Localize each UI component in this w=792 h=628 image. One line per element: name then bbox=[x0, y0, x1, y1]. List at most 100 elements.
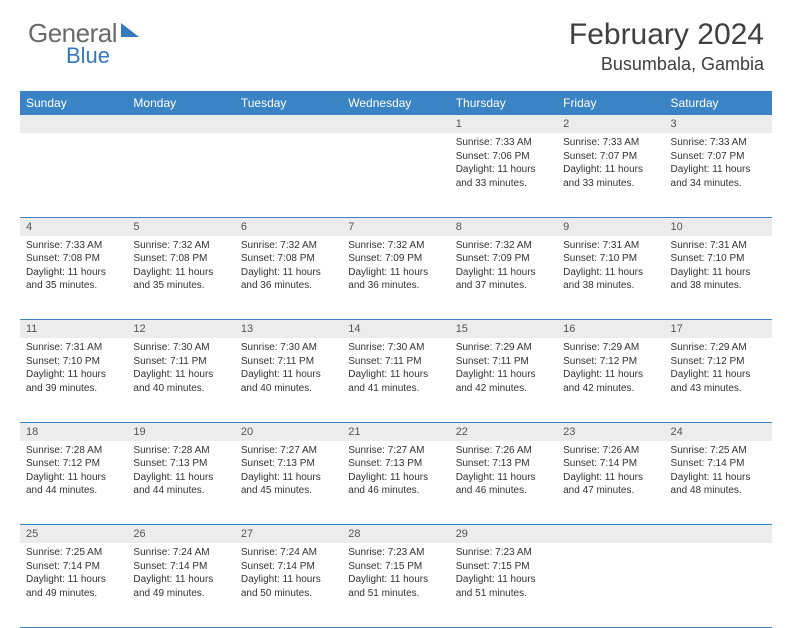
day-number bbox=[20, 115, 127, 133]
day-cell-body: Sunrise: 7:30 AMSunset: 7:11 PMDaylight:… bbox=[235, 338, 342, 398]
sunset-text: Sunset: 7:11 PM bbox=[133, 355, 228, 369]
day-cell bbox=[557, 543, 664, 627]
day-number: 6 bbox=[235, 217, 342, 236]
sunrise-text: Sunrise: 7:29 AM bbox=[671, 341, 766, 355]
day-cell-body: Sunrise: 7:29 AMSunset: 7:11 PMDaylight:… bbox=[450, 338, 557, 398]
day-number: 25 bbox=[20, 525, 127, 544]
day-cell: Sunrise: 7:23 AMSunset: 7:15 PMDaylight:… bbox=[342, 543, 449, 627]
daynum-row: 45678910 bbox=[20, 217, 772, 236]
day-cell-body: Sunrise: 7:28 AMSunset: 7:12 PMDaylight:… bbox=[20, 441, 127, 501]
day-cell-body: Sunrise: 7:32 AMSunset: 7:09 PMDaylight:… bbox=[342, 236, 449, 296]
day-number: 20 bbox=[235, 422, 342, 441]
daylight-text-1: Daylight: 11 hours bbox=[26, 368, 121, 382]
day-cell-body: Sunrise: 7:32 AMSunset: 7:08 PMDaylight:… bbox=[127, 236, 234, 296]
month-title: February 2024 bbox=[569, 18, 764, 52]
daylight-text-2: and 51 minutes. bbox=[456, 587, 551, 601]
day-cell: Sunrise: 7:33 AMSunset: 7:08 PMDaylight:… bbox=[20, 236, 127, 320]
sunset-text: Sunset: 7:08 PM bbox=[26, 252, 121, 266]
daynum-row: 2526272829 bbox=[20, 525, 772, 544]
daynum-row: 11121314151617 bbox=[20, 320, 772, 339]
day-number: 2 bbox=[557, 115, 664, 133]
sunrise-text: Sunrise: 7:33 AM bbox=[671, 136, 766, 150]
sunset-text: Sunset: 7:10 PM bbox=[26, 355, 121, 369]
sunset-text: Sunset: 7:13 PM bbox=[348, 457, 443, 471]
daylight-text-2: and 39 minutes. bbox=[26, 382, 121, 396]
daylight-text-1: Daylight: 11 hours bbox=[348, 266, 443, 280]
sunrise-text: Sunrise: 7:23 AM bbox=[456, 546, 551, 560]
daylight-text-1: Daylight: 11 hours bbox=[26, 266, 121, 280]
sunrise-text: Sunrise: 7:31 AM bbox=[26, 341, 121, 355]
day-cell-body: Sunrise: 7:33 AMSunset: 7:08 PMDaylight:… bbox=[20, 236, 127, 296]
day-cell: Sunrise: 7:25 AMSunset: 7:14 PMDaylight:… bbox=[20, 543, 127, 627]
daylight-text-1: Daylight: 11 hours bbox=[671, 471, 766, 485]
day-cell-body: Sunrise: 7:29 AMSunset: 7:12 PMDaylight:… bbox=[665, 338, 772, 398]
day-cell: Sunrise: 7:25 AMSunset: 7:14 PMDaylight:… bbox=[665, 441, 772, 525]
triangle-icon bbox=[121, 23, 139, 37]
day-cell bbox=[127, 133, 234, 217]
sunrise-text: Sunrise: 7:26 AM bbox=[456, 444, 551, 458]
sunrise-text: Sunrise: 7:30 AM bbox=[348, 341, 443, 355]
day-number: 5 bbox=[127, 217, 234, 236]
sunset-text: Sunset: 7:14 PM bbox=[671, 457, 766, 471]
day-cell: Sunrise: 7:29 AMSunset: 7:12 PMDaylight:… bbox=[665, 338, 772, 422]
logo-block: General Blue bbox=[28, 18, 139, 69]
day-header: Monday bbox=[127, 91, 234, 115]
daylight-text-1: Daylight: 11 hours bbox=[456, 163, 551, 177]
daylight-text-1: Daylight: 11 hours bbox=[348, 368, 443, 382]
day-number: 27 bbox=[235, 525, 342, 544]
sunset-text: Sunset: 7:08 PM bbox=[133, 252, 228, 266]
daylight-text-2: and 40 minutes. bbox=[133, 382, 228, 396]
day-number: 23 bbox=[557, 422, 664, 441]
day-cell-body: Sunrise: 7:29 AMSunset: 7:12 PMDaylight:… bbox=[557, 338, 664, 398]
daylight-text-1: Daylight: 11 hours bbox=[456, 368, 551, 382]
day-cell-body: Sunrise: 7:25 AMSunset: 7:14 PMDaylight:… bbox=[20, 543, 127, 603]
sunrise-text: Sunrise: 7:27 AM bbox=[348, 444, 443, 458]
title-block: February 2024 Busumbala, Gambia bbox=[569, 18, 764, 75]
daylight-text-2: and 49 minutes. bbox=[26, 587, 121, 601]
daylight-text-2: and 36 minutes. bbox=[241, 279, 336, 293]
day-number: 28 bbox=[342, 525, 449, 544]
day-cell-body: Sunrise: 7:33 AMSunset: 7:07 PMDaylight:… bbox=[557, 133, 664, 193]
day-cell: Sunrise: 7:23 AMSunset: 7:15 PMDaylight:… bbox=[450, 543, 557, 627]
daylight-text-1: Daylight: 11 hours bbox=[671, 266, 766, 280]
daylight-text-1: Daylight: 11 hours bbox=[241, 573, 336, 587]
day-cell: Sunrise: 7:24 AMSunset: 7:14 PMDaylight:… bbox=[127, 543, 234, 627]
day-number: 19 bbox=[127, 422, 234, 441]
day-cell-body: Sunrise: 7:26 AMSunset: 7:13 PMDaylight:… bbox=[450, 441, 557, 501]
day-cell: Sunrise: 7:28 AMSunset: 7:12 PMDaylight:… bbox=[20, 441, 127, 525]
sunset-text: Sunset: 7:11 PM bbox=[241, 355, 336, 369]
week-row: Sunrise: 7:28 AMSunset: 7:12 PMDaylight:… bbox=[20, 441, 772, 525]
daylight-text-1: Daylight: 11 hours bbox=[563, 471, 658, 485]
sunset-text: Sunset: 7:09 PM bbox=[456, 252, 551, 266]
sunset-text: Sunset: 7:11 PM bbox=[456, 355, 551, 369]
sunset-text: Sunset: 7:13 PM bbox=[456, 457, 551, 471]
day-cell-body: Sunrise: 7:24 AMSunset: 7:14 PMDaylight:… bbox=[127, 543, 234, 603]
daylight-text-1: Daylight: 11 hours bbox=[456, 266, 551, 280]
daylight-text-2: and 40 minutes. bbox=[241, 382, 336, 396]
daylight-text-1: Daylight: 11 hours bbox=[241, 471, 336, 485]
daylight-text-1: Daylight: 11 hours bbox=[241, 368, 336, 382]
day-cell bbox=[342, 133, 449, 217]
day-cell: Sunrise: 7:33 AMSunset: 7:07 PMDaylight:… bbox=[665, 133, 772, 217]
sunset-text: Sunset: 7:14 PM bbox=[133, 560, 228, 574]
day-cell: Sunrise: 7:26 AMSunset: 7:14 PMDaylight:… bbox=[557, 441, 664, 525]
day-cell bbox=[665, 543, 772, 627]
sunset-text: Sunset: 7:13 PM bbox=[241, 457, 336, 471]
sunrise-text: Sunrise: 7:25 AM bbox=[671, 444, 766, 458]
sunset-text: Sunset: 7:12 PM bbox=[671, 355, 766, 369]
day-number: 17 bbox=[665, 320, 772, 339]
day-header: Tuesday bbox=[235, 91, 342, 115]
day-cell bbox=[20, 133, 127, 217]
sunrise-text: Sunrise: 7:25 AM bbox=[26, 546, 121, 560]
daylight-text-2: and 49 minutes. bbox=[133, 587, 228, 601]
day-number: 16 bbox=[557, 320, 664, 339]
daylight-text-2: and 42 minutes. bbox=[563, 382, 658, 396]
daylight-text-1: Daylight: 11 hours bbox=[671, 368, 766, 382]
sunset-text: Sunset: 7:11 PM bbox=[348, 355, 443, 369]
day-cell: Sunrise: 7:30 AMSunset: 7:11 PMDaylight:… bbox=[127, 338, 234, 422]
sunset-text: Sunset: 7:07 PM bbox=[671, 150, 766, 164]
day-cell: Sunrise: 7:29 AMSunset: 7:12 PMDaylight:… bbox=[557, 338, 664, 422]
day-cell: Sunrise: 7:28 AMSunset: 7:13 PMDaylight:… bbox=[127, 441, 234, 525]
daylight-text-2: and 43 minutes. bbox=[671, 382, 766, 396]
day-cell-body: Sunrise: 7:32 AMSunset: 7:08 PMDaylight:… bbox=[235, 236, 342, 296]
